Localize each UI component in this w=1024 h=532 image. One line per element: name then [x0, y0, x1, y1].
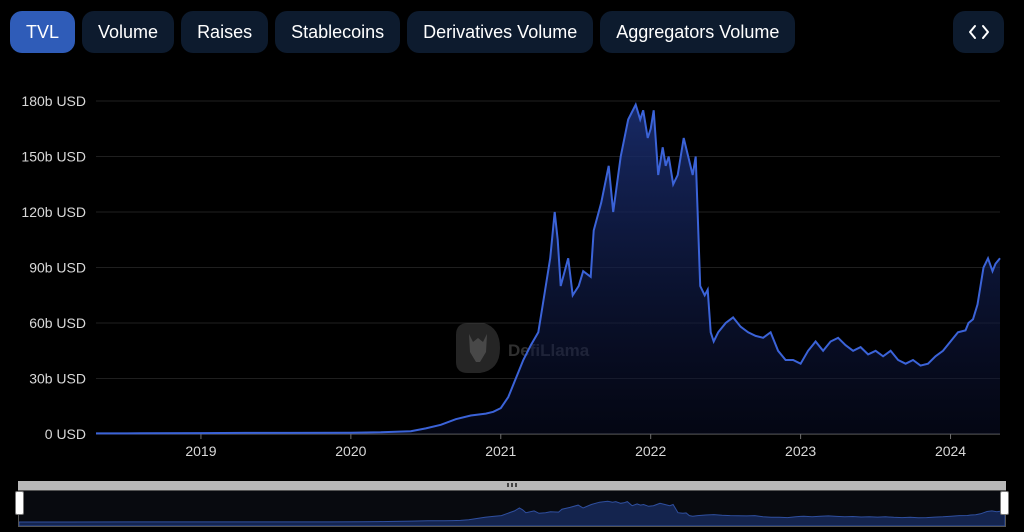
mini-area [19, 500, 1005, 526]
llama-logo-icon [456, 323, 500, 373]
tab-aggregators-volume[interactable]: Aggregators Volume [600, 11, 796, 53]
x-tick-label: 2021 [485, 443, 516, 459]
range-slider[interactable] [15, 481, 1009, 527]
range-handle-left[interactable] [15, 491, 24, 515]
range-window[interactable] [18, 490, 1006, 527]
embed-button[interactable] [953, 11, 1004, 53]
tab-volume[interactable]: Volume [82, 11, 175, 53]
x-tick-label: 2022 [635, 443, 666, 459]
x-tick-label: 2023 [785, 443, 816, 459]
y-tick-label: 90b USD [29, 260, 86, 276]
code-icon [968, 25, 989, 39]
tab-stablecoins[interactable]: Stablecoins [275, 11, 401, 53]
x-tick-label: 2024 [935, 443, 966, 459]
y-tick-label: 150b USD [21, 149, 86, 165]
mini-chart [19, 500, 1005, 526]
range-slider-bar[interactable] [18, 481, 1006, 490]
tab-tvl[interactable]: TVL [10, 11, 76, 53]
chart-tabs: TVL Volume Raises Stablecoins Derivative… [10, 11, 796, 53]
x-axis: 2019 2020 2021 2022 2023 2024 [96, 433, 1000, 459]
y-tick-label: 180b USD [21, 93, 86, 109]
tvl-line [95, 102, 1001, 435]
y-tick-label: 0 USD [45, 426, 86, 442]
tab-raises[interactable]: Raises [181, 11, 269, 53]
y-tick-label: 30b USD [29, 371, 86, 387]
range-handle-right[interactable] [1000, 491, 1009, 515]
x-tick-label: 2019 [185, 443, 216, 459]
x-tick-label: 2020 [335, 443, 366, 459]
tvl-area [96, 104, 1000, 434]
tab-derivatives-volume[interactable]: Derivatives Volume [407, 11, 594, 53]
range-grip-icon[interactable] [506, 482, 518, 488]
y-axis: 0 USD 30b USD 60b USD 90b USD 120b USD 150b U… [21, 93, 86, 442]
tvl-chart: 0 USD 30b USD 60b USD 90b USD 120b USD 150b U… [21, 93, 1001, 459]
y-tick-label: 60b USD [29, 315, 86, 331]
y-tick-label: 120b USD [21, 204, 86, 220]
